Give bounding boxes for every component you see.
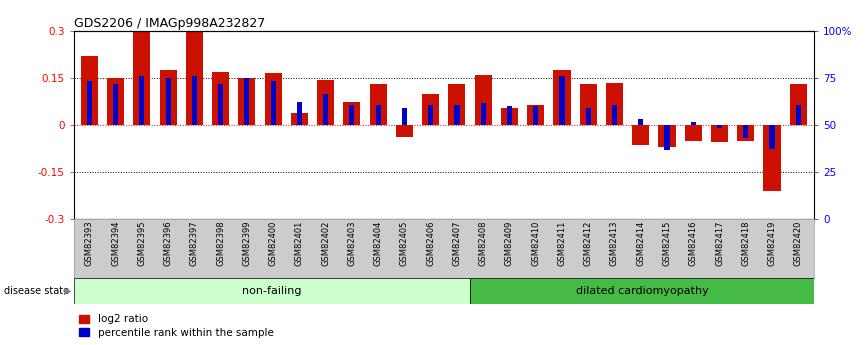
Bar <box>265 73 281 125</box>
Text: GSM82420: GSM82420 <box>794 221 803 266</box>
Bar <box>422 94 439 125</box>
Bar <box>579 84 597 125</box>
Bar <box>428 105 433 125</box>
Text: GSM82414: GSM82414 <box>637 221 645 266</box>
Bar <box>139 77 145 125</box>
Text: GSM82399: GSM82399 <box>242 221 251 266</box>
Bar <box>632 125 650 146</box>
Bar <box>370 84 387 125</box>
Text: GSM82401: GSM82401 <box>295 221 304 266</box>
Text: GSM82412: GSM82412 <box>584 221 592 266</box>
Bar <box>685 125 701 141</box>
Text: GSM82404: GSM82404 <box>374 221 383 266</box>
Bar <box>717 125 722 128</box>
Bar <box>87 81 92 125</box>
Text: GSM82405: GSM82405 <box>400 221 409 266</box>
Text: GSM82393: GSM82393 <box>85 221 94 266</box>
Text: GSM82395: GSM82395 <box>138 221 146 266</box>
Bar <box>396 125 413 137</box>
Text: GSM82419: GSM82419 <box>767 221 777 266</box>
Bar <box>455 105 460 125</box>
Text: GSM82406: GSM82406 <box>426 221 436 266</box>
Bar <box>553 70 571 125</box>
Text: dilated cardiomyopathy: dilated cardiomyopathy <box>576 286 708 296</box>
Bar <box>664 125 669 150</box>
Text: GSM82397: GSM82397 <box>190 221 199 266</box>
Bar <box>159 70 177 125</box>
Bar <box>107 78 124 125</box>
Bar <box>297 101 302 125</box>
Text: GSM82407: GSM82407 <box>452 221 462 266</box>
Bar <box>612 105 617 125</box>
Bar <box>475 75 492 125</box>
Bar <box>270 81 275 125</box>
Bar <box>585 108 591 125</box>
Bar <box>501 108 518 125</box>
Bar <box>507 106 512 125</box>
Legend: log2 ratio, percentile rank within the sample: log2 ratio, percentile rank within the s… <box>79 314 274 338</box>
Bar <box>165 78 171 125</box>
Bar <box>691 122 695 125</box>
Text: GSM82417: GSM82417 <box>715 221 724 266</box>
Bar <box>638 119 643 125</box>
Text: GSM82413: GSM82413 <box>610 221 619 266</box>
Bar <box>449 84 466 125</box>
Text: GSM82415: GSM82415 <box>662 221 671 266</box>
Text: disease state: disease state <box>4 286 69 296</box>
Text: GSM82408: GSM82408 <box>479 221 488 266</box>
Bar <box>737 125 754 141</box>
Bar <box>470 278 814 304</box>
Bar <box>317 80 334 125</box>
Text: GDS2206 / IMAGp998A232827: GDS2206 / IMAGp998A232827 <box>74 17 265 30</box>
Bar <box>658 125 675 147</box>
Text: GSM82396: GSM82396 <box>164 221 172 266</box>
Bar <box>133 31 151 125</box>
Text: GSM82402: GSM82402 <box>321 221 330 266</box>
Bar <box>743 125 748 138</box>
Text: non-failing: non-failing <box>242 286 301 296</box>
Bar <box>711 125 728 142</box>
Bar <box>533 106 539 125</box>
Text: ▶: ▶ <box>64 286 72 296</box>
Bar <box>481 103 486 125</box>
Bar <box>344 102 360 125</box>
Bar <box>376 105 381 125</box>
Bar <box>244 78 249 125</box>
Bar <box>770 125 774 149</box>
Bar <box>113 84 118 125</box>
Bar <box>402 108 407 125</box>
Text: GSM82410: GSM82410 <box>531 221 540 266</box>
Bar <box>796 105 801 125</box>
Bar <box>323 94 328 125</box>
Text: GSM82418: GSM82418 <box>741 221 750 266</box>
Text: GSM82409: GSM82409 <box>505 221 514 266</box>
Bar <box>291 112 308 125</box>
Bar <box>212 72 229 125</box>
Bar <box>186 31 203 125</box>
Bar <box>74 278 470 304</box>
Bar <box>192 77 197 125</box>
Bar <box>606 83 623 125</box>
Text: GSM82411: GSM82411 <box>558 221 566 266</box>
Text: GSM82416: GSM82416 <box>688 221 698 266</box>
Bar <box>764 125 780 191</box>
Text: GSM82403: GSM82403 <box>347 221 357 266</box>
Bar <box>790 84 807 125</box>
Bar <box>527 105 544 125</box>
Bar <box>81 56 98 125</box>
Text: GSM82400: GSM82400 <box>268 221 278 266</box>
Text: GSM82398: GSM82398 <box>216 221 225 266</box>
Bar <box>559 77 565 125</box>
Bar <box>218 84 223 125</box>
Bar <box>238 78 255 125</box>
Text: GSM82394: GSM82394 <box>111 221 120 266</box>
Bar <box>349 105 354 125</box>
